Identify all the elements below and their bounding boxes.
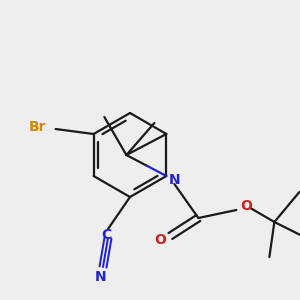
Text: O: O (240, 199, 252, 213)
Text: C: C (101, 228, 111, 242)
Text: Br: Br (29, 120, 46, 134)
Text: N: N (169, 173, 180, 187)
Text: N: N (95, 270, 107, 284)
Text: O: O (154, 233, 166, 247)
